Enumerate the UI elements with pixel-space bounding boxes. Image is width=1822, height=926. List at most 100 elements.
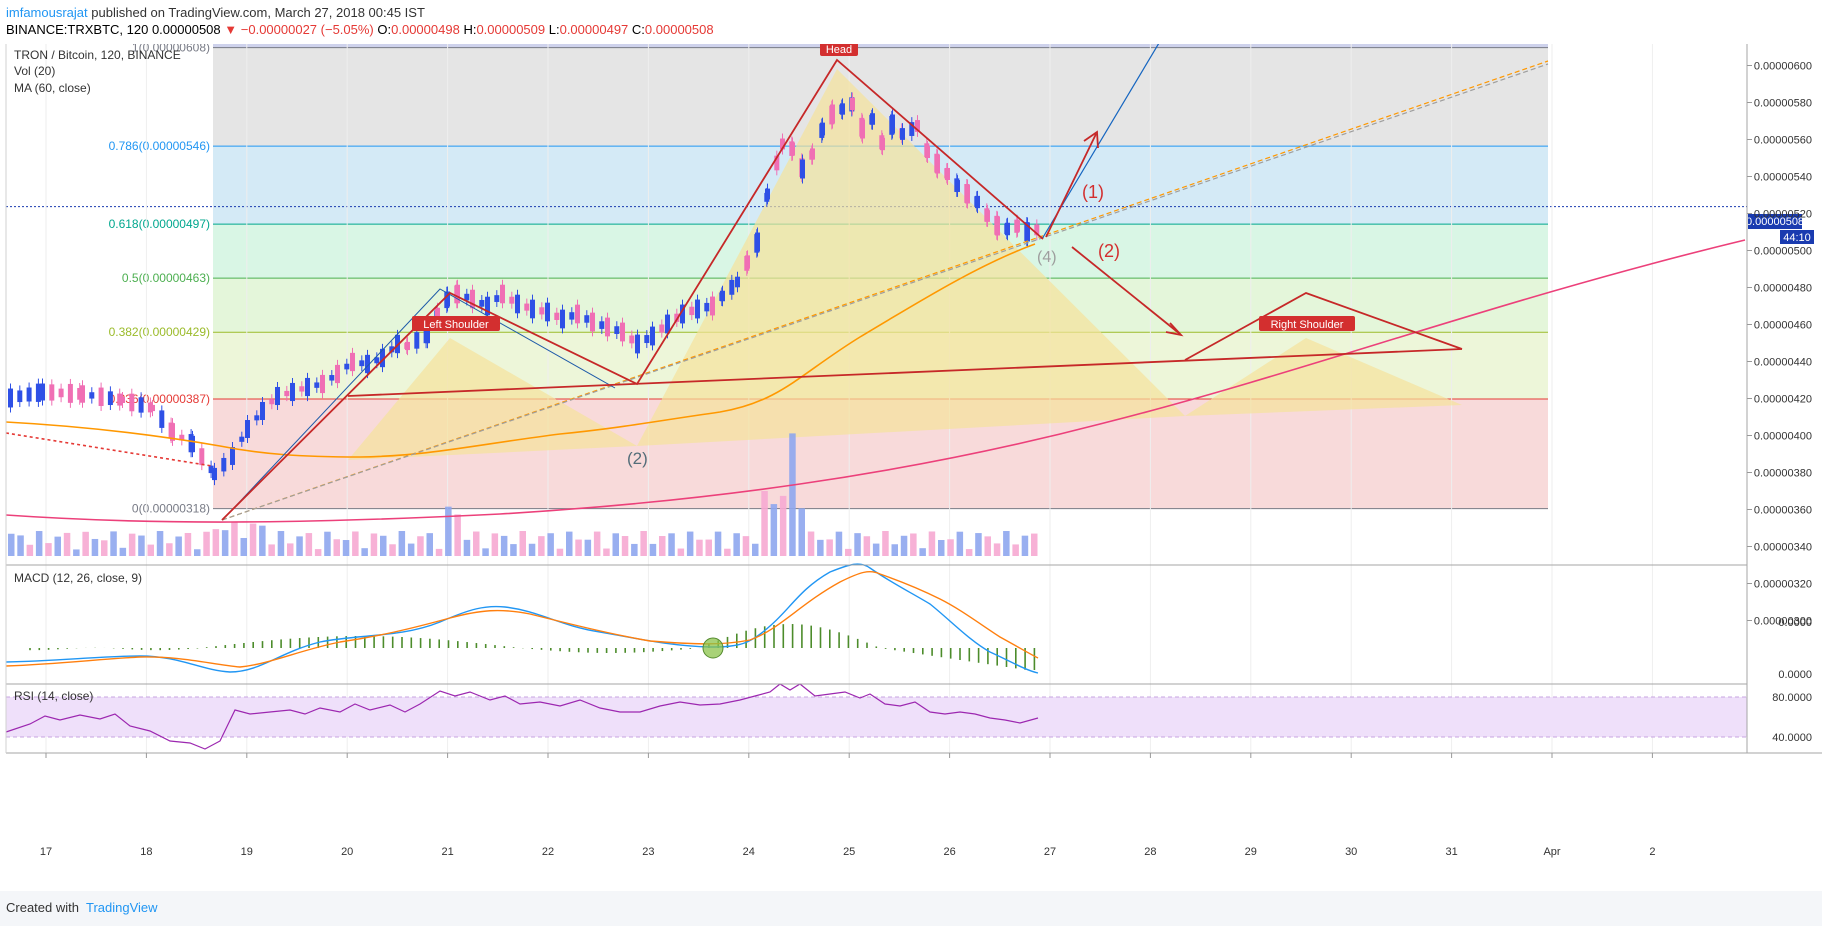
time-axis[interactable]: 17 18 19 20 21 22 23 24 25 26 27 28 29 30 31 Apr 2 <box>40 753 1656 858</box>
volume-bar <box>789 433 796 556</box>
candle-body <box>320 374 325 394</box>
candle-body <box>870 113 875 125</box>
tradingview-logo-link[interactable]: TradingView <box>86 900 158 915</box>
volume-bar <box>370 533 378 556</box>
candle-body <box>26 387 32 402</box>
volume-bar <box>835 531 843 556</box>
symbol-label: BINANCE:TRXBTC, 120 <box>6 22 149 37</box>
volume-bar <box>882 531 889 556</box>
volume-bar <box>407 543 415 556</box>
pattern-outline <box>221 58 1463 521</box>
volume-bar <box>352 531 359 556</box>
volume-bar <box>668 533 675 556</box>
right-shoulder-fill <box>1185 338 1462 416</box>
red-dotted-trendline <box>5 432 213 467</box>
head-shoulders-pattern[interactable] <box>348 69 1462 460</box>
candle-body <box>212 467 217 481</box>
rsi-axis: 80.0000 40.0000 <box>1772 692 1812 744</box>
candle-body <box>925 145 930 159</box>
wave-2-label: (2) <box>627 449 648 468</box>
volume-bar <box>91 538 99 556</box>
volume-bar <box>612 533 619 556</box>
volume-bar <box>603 548 610 556</box>
price-change: −0.00000027 (−5.05%) <box>240 22 374 37</box>
macd-histogram <box>29 624 1036 670</box>
price-tick-label: 0.00000380 <box>1754 468 1812 480</box>
volume-bar <box>733 533 740 556</box>
time-tick-label: 19 <box>241 846 253 858</box>
volume-legend: Vol (20) <box>14 64 55 78</box>
fib-level-label: 0.786(0.00000546) <box>109 139 210 153</box>
wave-4-label: (4) <box>1037 249 1057 266</box>
last-price-badge: 0.00000508 44:10 <box>1746 214 1814 244</box>
volume-bar <box>249 523 257 556</box>
candle-body <box>455 284 460 304</box>
candle-body <box>800 159 805 179</box>
volume-bar <box>314 549 322 556</box>
price-tick-label: 0.00000560 <box>1754 135 1812 147</box>
volume-bar <box>975 533 982 556</box>
volume-bar <box>752 543 759 556</box>
candle-body <box>199 448 205 466</box>
candle-body <box>644 335 650 344</box>
candle-body <box>120 397 125 403</box>
candle-body <box>620 322 625 342</box>
candle-body <box>365 354 370 374</box>
candle-body <box>635 334 640 354</box>
volume-bar <box>984 536 991 556</box>
volume-bar <box>807 531 815 556</box>
chart-canvas[interactable]: 1(0.00000608) 0.786(0.00000546) 0.618(0.00… <box>0 44 1822 891</box>
candle-body <box>350 352 355 372</box>
main-pane-legend: TRON / Bitcoin, 120, BINANCE Vol (20) MA… <box>14 48 181 95</box>
time-tick-label: 18 <box>140 846 152 858</box>
volume-bar <box>128 533 136 556</box>
chart-header: imfamousrajat published on TradingView.c… <box>0 0 1822 44</box>
macd-axis: 0.0000 0.0000 <box>1778 617 1812 681</box>
time-tick-label: 29 <box>1245 846 1257 858</box>
candle-body <box>17 390 23 403</box>
candle-body <box>860 119 865 139</box>
candle-body <box>77 387 83 400</box>
volume-bar <box>956 531 964 556</box>
candle-body <box>880 137 885 151</box>
candle-body <box>530 299 535 319</box>
candle-body <box>245 420 250 438</box>
candle-body <box>129 393 135 412</box>
volume-bar <box>965 549 973 556</box>
candle-body <box>614 326 620 334</box>
candle-body <box>380 348 385 368</box>
author-link[interactable]: imfamousrajat <box>6 5 88 20</box>
rsi-tick-label: 80.0000 <box>1772 692 1812 704</box>
volume-bar <box>649 543 657 556</box>
macd-pane[interactable]: MACD (12, 26, close, 9) <box>5 563 1039 674</box>
candle-body <box>850 97 855 111</box>
candle-body <box>500 284 505 304</box>
volume-bar <box>259 525 266 556</box>
volume-bar <box>705 539 712 556</box>
candle-body <box>138 397 144 413</box>
candle-body <box>659 324 665 333</box>
rsi-pane[interactable]: RSI (14, close) <box>5 683 1747 750</box>
last-price: 0.00000508 <box>151 22 221 37</box>
published-text: published on TradingView.com, March 27, … <box>91 5 425 20</box>
last-price-badge-value: 0.00000508 <box>1746 216 1804 228</box>
candle-body <box>239 436 245 442</box>
volume-bar <box>779 495 787 556</box>
volume-bar <box>742 536 750 556</box>
volume-bar <box>82 531 89 556</box>
candle-body <box>560 309 565 329</box>
volume-bar <box>640 531 647 556</box>
candle-body <box>575 304 580 324</box>
candle-body <box>629 335 635 344</box>
volume-bar <box>891 544 898 556</box>
volume-bar <box>817 539 824 556</box>
volume-bar <box>110 531 117 556</box>
pattern-annotations: Head Left Shoulder Right Shoulder (1) (2… <box>412 44 1355 468</box>
price-axis[interactable]: 0.000006200.000006000.000005800.00000560… <box>1747 44 1812 628</box>
ohlc-line: BINANCE:TRXBTC, 120 0.00000508 ▼ −0.0000… <box>6 22 714 37</box>
candle-body <box>485 296 490 316</box>
volume-bar <box>73 549 80 556</box>
ma-legend: MA (60, close) <box>14 81 91 95</box>
candle-body <box>359 360 365 367</box>
created-with-text: Created with <box>6 900 79 915</box>
